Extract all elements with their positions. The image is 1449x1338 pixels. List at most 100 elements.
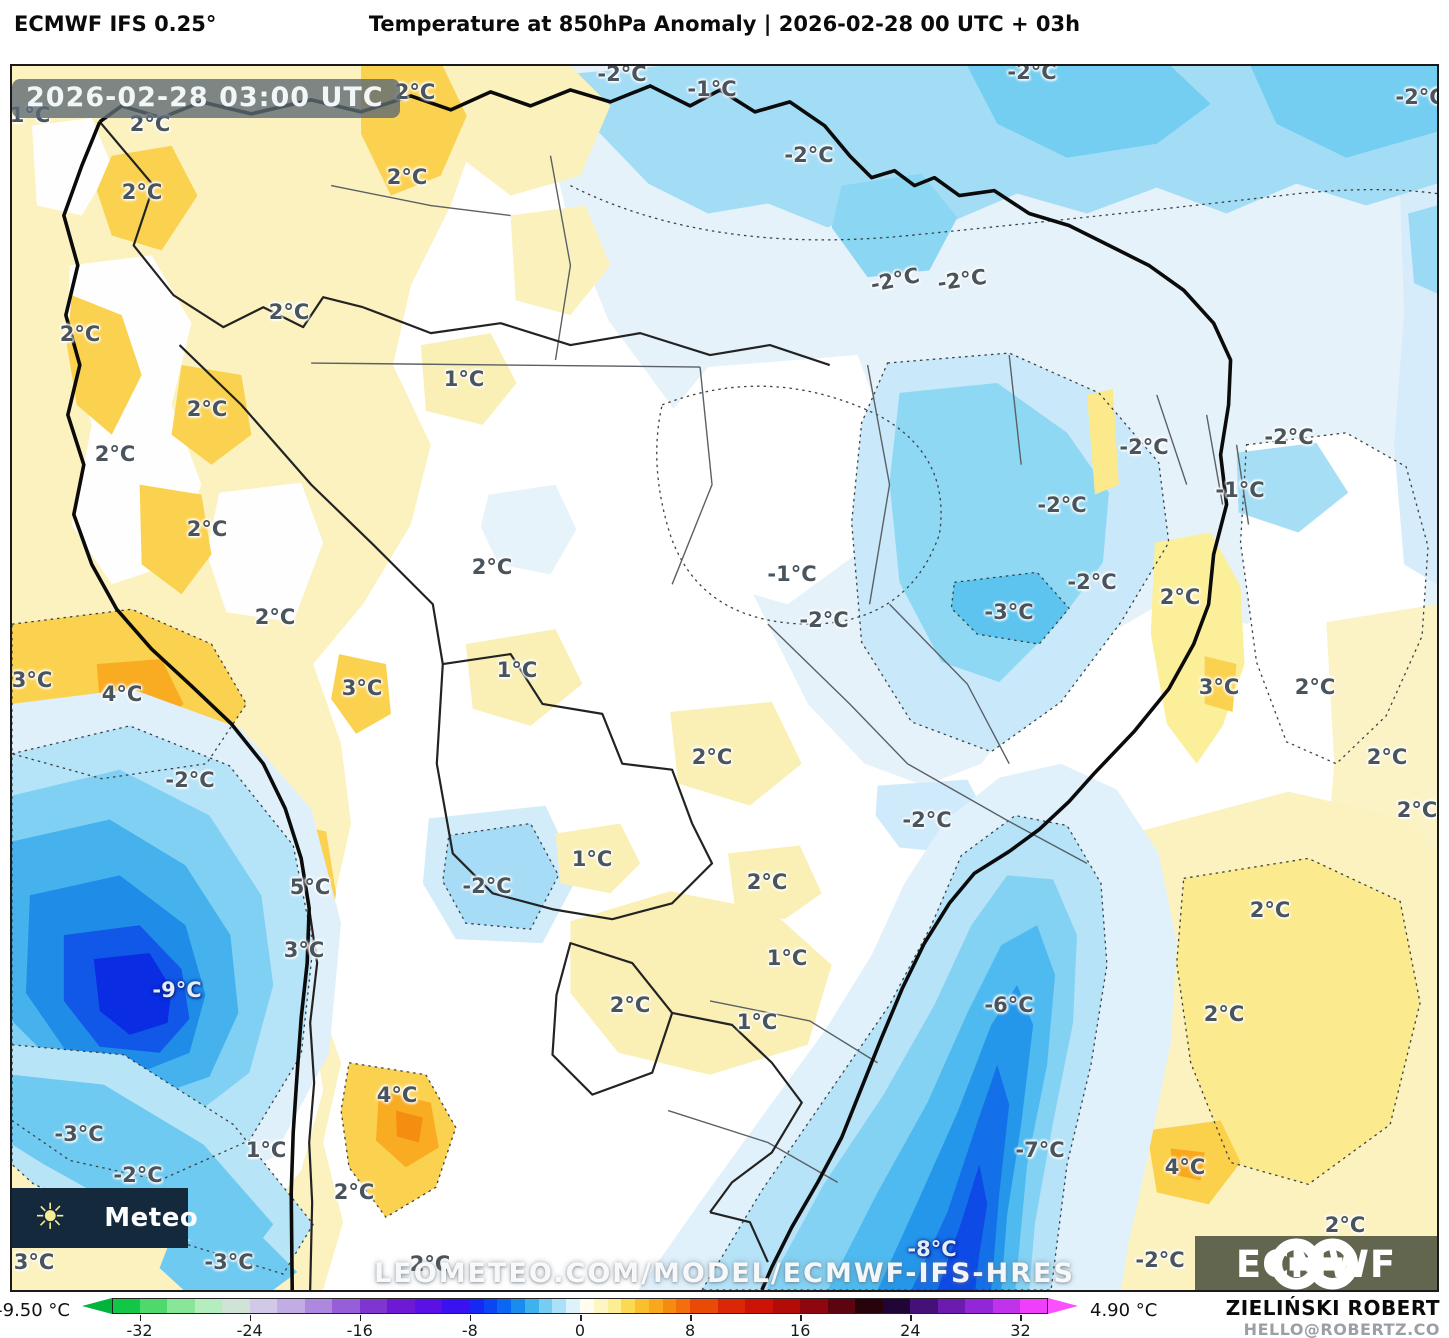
temp-label: 2°C — [471, 555, 513, 579]
temp-label: -2°C — [165, 768, 215, 792]
colorbar-arrow-right — [1048, 1298, 1078, 1314]
colorbar-segment — [580, 1298, 594, 1314]
colorbar-segment — [1020, 1298, 1048, 1314]
colorbar-segment — [992, 1298, 1021, 1314]
temp-label: -6°C — [984, 993, 1034, 1017]
colorbar-segment — [676, 1298, 691, 1314]
colorbar-min-label: -9.50 °C — [0, 1300, 70, 1321]
temp-label: -1°C — [767, 562, 817, 586]
temp-label: -2°C — [868, 263, 922, 297]
colorbar-segment — [648, 1298, 663, 1314]
temp-label: 2°C — [1203, 1002, 1245, 1026]
colorbar-tick-label: 32 — [1010, 1321, 1031, 1338]
ecmwf-rings-icon — [1270, 1238, 1358, 1290]
temp-label: 2°C — [1366, 745, 1408, 769]
colorbar-segment — [566, 1298, 580, 1314]
colorbar-segment — [497, 1298, 512, 1314]
colorbar-segment — [910, 1298, 938, 1314]
colorbar-segment — [414, 1298, 443, 1314]
temp-label: 3°C — [283, 938, 325, 962]
colorbar-segment — [538, 1298, 553, 1314]
colorbar-segment — [662, 1298, 677, 1314]
brand-logo: ☀ Meteo — [12, 1188, 198, 1248]
temp-label: 4°C — [376, 1083, 418, 1107]
colorbar-tick — [469, 1315, 472, 1321]
colorbar-segment — [304, 1298, 333, 1314]
border-layer — [62, 84, 1250, 1290]
colorbar-segment — [222, 1298, 250, 1314]
watermark-url: LEOMETEO.COM/MODEL/ECMWF-IFS-HRES — [374, 1258, 1075, 1289]
colorbar-segment — [249, 1298, 278, 1314]
colorbar-segment — [827, 1298, 856, 1314]
colorbar-segment — [469, 1298, 484, 1314]
page-title: Temperature at 850hPa Anomaly | 2026-02-… — [368, 12, 1081, 36]
temp-label: -1°C — [687, 77, 737, 101]
colorbar-tick — [800, 1315, 802, 1321]
temp-label: 2°C — [1159, 585, 1201, 609]
temp-label: -8°C — [907, 1237, 957, 1261]
colorbar-tick — [139, 1315, 142, 1321]
temp-label: 2°C — [609, 993, 651, 1017]
colorbar-segment — [194, 1298, 223, 1314]
temp-label: -2°C — [902, 808, 952, 832]
temp-label: -2°C — [1119, 435, 1169, 459]
temp-label: -2°C — [799, 608, 849, 632]
temp-labels: 1°C2°C2°C2°C2°C-2°C-1°C-2°C-2°C-2°C-2°C-… — [12, 66, 1437, 1290]
temp-label: 1°C — [496, 658, 538, 682]
temp-label: 3°C — [11, 668, 53, 692]
author-contact: HELLO@ROBERTZ.CO — [1243, 1320, 1440, 1338]
temp-label: -2°C — [1264, 425, 1314, 449]
temp-label: 5°C — [289, 875, 331, 899]
colorbar-max-label: 4.90 °C — [1090, 1300, 1158, 1321]
colorbar-segment — [855, 1298, 883, 1314]
colorbar-tick-label: -16 — [346, 1321, 373, 1338]
colorbar-segment — [524, 1298, 539, 1314]
colorbar-segment — [359, 1298, 388, 1314]
temp-label: 2°C — [386, 165, 428, 189]
colorbar-tick-label: 24 — [900, 1321, 921, 1338]
temp-label: 2°C — [268, 300, 310, 324]
temp-label: -2°C — [935, 264, 989, 296]
temp-label: 2°C — [1324, 1213, 1366, 1237]
temp-label: 2°C — [1294, 675, 1336, 699]
model-label: ECMWF IFS 0.25° — [14, 12, 217, 36]
temp-label: 3°C — [1198, 675, 1240, 699]
temp-label: 2°C — [121, 180, 163, 204]
colorbar: -32 -24 -16 -8 0 8 16 24 32 -9.50 °C 4.90 °C — [0, 1294, 1449, 1338]
temp-label: 2°C — [409, 1252, 451, 1276]
colorbar-tick — [910, 1315, 912, 1321]
colorbar-tick — [359, 1315, 362, 1321]
temp-label: 2°C — [746, 870, 788, 894]
colorbar-tick-label: -24 — [236, 1321, 263, 1338]
colorbar-segment — [635, 1298, 649, 1314]
colorbar-segment — [332, 1298, 360, 1314]
colorbar-segment — [800, 1298, 828, 1314]
colorbar-segment — [593, 1298, 608, 1314]
map-svg — [12, 66, 1437, 1290]
temp-label: 2°C — [254, 605, 296, 629]
colorbar-segment — [690, 1298, 718, 1314]
temp-label: 1°C — [245, 1138, 287, 1162]
temp-label: 4°C — [1164, 1155, 1206, 1179]
colorbar-tick-label: 0 — [574, 1321, 586, 1338]
temp-label: -2°C — [597, 64, 647, 86]
timestamp-badge: 2026-02-28 03:00 UTC — [12, 79, 400, 118]
temp-label: 2°C — [394, 80, 436, 104]
colorbar-segment — [552, 1298, 567, 1314]
colorbar-arrow-left — [82, 1298, 112, 1314]
colorbar-tick — [1020, 1315, 1022, 1321]
temp-label: -2°C — [1395, 85, 1437, 109]
colorbar-segment — [483, 1298, 498, 1314]
temp-label: -3°C — [984, 600, 1034, 624]
colorbar-segment — [772, 1298, 801, 1314]
colorbar-segment — [937, 1298, 966, 1314]
temp-label: 2°C — [94, 442, 136, 466]
temp-label: -2°C — [113, 1163, 163, 1187]
colorbar-segment — [621, 1298, 636, 1314]
ecmwf-logo: ECMWF — [1195, 1236, 1437, 1290]
temp-label: -2°C — [1135, 1248, 1185, 1272]
colorbar-segment — [112, 1298, 140, 1314]
temp-label: -9°C — [152, 978, 202, 1002]
temp-label: 4°C — [101, 682, 143, 706]
